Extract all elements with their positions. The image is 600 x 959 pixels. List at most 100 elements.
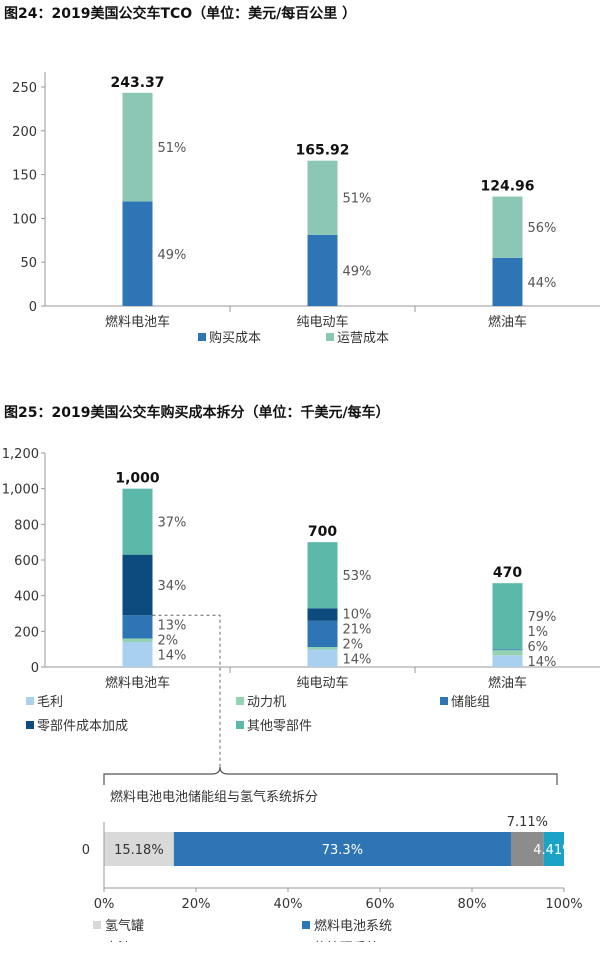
data-label: 53% xyxy=(343,569,372,584)
data-label: 13% xyxy=(158,619,187,634)
x-category-label: 燃油车 xyxy=(488,314,527,330)
bar-segment-energy-storage xyxy=(307,620,338,648)
x-category-label: 纯电动车 xyxy=(296,314,348,330)
data-label: 6% xyxy=(528,640,549,655)
y-tick-label: 50 xyxy=(20,256,37,271)
breakdown-data-label: 73.3% xyxy=(322,843,363,858)
bar-total-label: 165.92 xyxy=(295,143,349,159)
breakdown-x-tick-label: 0% xyxy=(94,897,115,912)
figure-25-title: 图25：2019美国公交车购买成本拆分（单位：千美元/每车） xyxy=(4,405,390,421)
breakdown-connector xyxy=(152,614,221,767)
legend-swatch xyxy=(198,333,206,341)
bar-segment-profit xyxy=(492,655,523,667)
bar-segment-other-parts xyxy=(492,583,523,650)
breakdown-legend-label: 电池 xyxy=(105,941,131,942)
breakdown-data-label: 15.18% xyxy=(114,843,164,858)
bar-segment-powertrain xyxy=(307,647,338,650)
data-label: 37% xyxy=(158,516,187,531)
bar-segment-energy-storage xyxy=(492,649,523,651)
breakdown-legend-swatch xyxy=(302,921,310,929)
breakdown-segment-hydrogen-tank xyxy=(104,832,174,866)
data-label: 10% xyxy=(343,607,372,622)
bar-segment-purchase xyxy=(307,234,338,306)
bar-total-label: 124.96 xyxy=(480,179,534,195)
bar-segment-powertrain xyxy=(492,650,523,656)
y-tick-label: 0 xyxy=(29,300,37,315)
bar-segment-profit xyxy=(307,649,338,667)
breakdown-legend-label: 热管理系统 xyxy=(314,941,379,942)
data-label: 44% xyxy=(528,276,557,291)
bar-segment-powertrain xyxy=(122,638,153,643)
bar-segment-operating xyxy=(122,92,153,202)
breakdown-legend-label: 氢气罐 xyxy=(105,918,144,934)
bar-segment-purchase xyxy=(492,257,523,306)
breakdown-segment-thermal-management xyxy=(543,832,564,866)
bar-total-label: 470 xyxy=(493,565,522,581)
data-label: 49% xyxy=(343,264,372,279)
bar-segment-operating xyxy=(307,160,338,235)
y-tick-label: 0 xyxy=(31,661,39,676)
y-tick-label: 250 xyxy=(12,81,37,96)
x-category-label: 燃料电池车 xyxy=(105,675,170,691)
breakdown-data-label: 7.11% xyxy=(507,815,548,830)
bar-total-label: 243.37 xyxy=(110,75,164,91)
breakdown-bracket xyxy=(103,766,558,785)
breakdown-legend-label: 燃料电池系统 xyxy=(314,918,392,934)
bar-total-label: 1,000 xyxy=(115,471,160,487)
data-label: 14% xyxy=(343,652,372,667)
figure-24-title: 图24：2019美国公交车TCO（单位：美元/每百公里 ） xyxy=(4,6,357,22)
bar-segment-operating xyxy=(492,196,523,258)
x-category-label: 燃油车 xyxy=(488,675,527,691)
y-tick-label: 1,000 xyxy=(2,483,39,498)
breakdown-data-label: 4.41% xyxy=(533,843,574,858)
breakdown-segment-battery xyxy=(511,832,544,866)
data-label: 51% xyxy=(158,141,187,156)
data-label: 49% xyxy=(158,248,187,263)
y-tick-label: 800 xyxy=(14,518,39,533)
bar-segment-energy-storage xyxy=(122,615,153,639)
data-label: 14% xyxy=(528,655,557,670)
breakdown-category-label: 0 xyxy=(82,843,90,858)
legend-swatch xyxy=(26,721,34,729)
data-label: 1% xyxy=(528,625,549,640)
legend-label: 储能组 xyxy=(451,695,490,710)
legend-label: 毛利 xyxy=(37,695,63,710)
data-label: 34% xyxy=(158,579,187,594)
y-tick-label: 150 xyxy=(12,169,37,184)
y-tick-label: 200 xyxy=(12,125,37,140)
y-tick-label: 200 xyxy=(14,625,39,640)
x-category-label: 燃料电池车 xyxy=(105,314,170,330)
bar-segment-profit xyxy=(122,642,153,667)
bar-segment-other-parts xyxy=(122,488,153,555)
data-label: 14% xyxy=(158,649,187,664)
data-label: 2% xyxy=(158,634,179,649)
legend-swatch xyxy=(26,697,34,705)
legend-label: 零部件成本加成 xyxy=(37,719,128,734)
x-category-label: 纯电动车 xyxy=(296,675,348,691)
breakdown-x-tick-label: 80% xyxy=(458,897,487,912)
bar-total-label: 700 xyxy=(308,524,337,540)
bar-segment-parts-markup xyxy=(122,554,153,616)
breakdown-legend-swatch xyxy=(93,921,101,929)
y-tick-label: 600 xyxy=(14,554,39,569)
legend-label: 动力机 xyxy=(247,695,286,710)
legend-swatch xyxy=(236,721,244,729)
breakdown-title: 燃料电池电池储能组与氢气系统拆分 xyxy=(110,789,318,805)
legend-label: 其他零部件 xyxy=(247,719,312,734)
bar-segment-purchase xyxy=(122,201,153,306)
bar-segment-parts-markup xyxy=(307,608,338,621)
legend-swatch xyxy=(236,697,244,705)
chart-fig24-tco: 0 50 100 150 200 250 49% 51% 243.37 燃料电池车 49% 51% 16… xyxy=(12,72,600,346)
y-tick-label: 1,200 xyxy=(2,447,39,462)
legend-swatch xyxy=(326,333,334,341)
legend-label: 购买成本 xyxy=(209,330,261,346)
data-label: 79% xyxy=(528,610,557,625)
legend-label: 运营成本 xyxy=(337,331,389,346)
data-label: 51% xyxy=(343,192,372,207)
data-label: 21% xyxy=(343,622,372,637)
breakdown-x-tick-label: 40% xyxy=(274,897,303,912)
chart-fig25-purchase-cost: 02004006008001,0001,20014%2%13%34%37%1,0… xyxy=(2,447,600,942)
breakdown-segment-fuel-cell-system xyxy=(173,832,512,866)
y-tick-label: 400 xyxy=(14,590,39,605)
y-tick-label: 100 xyxy=(12,212,37,227)
